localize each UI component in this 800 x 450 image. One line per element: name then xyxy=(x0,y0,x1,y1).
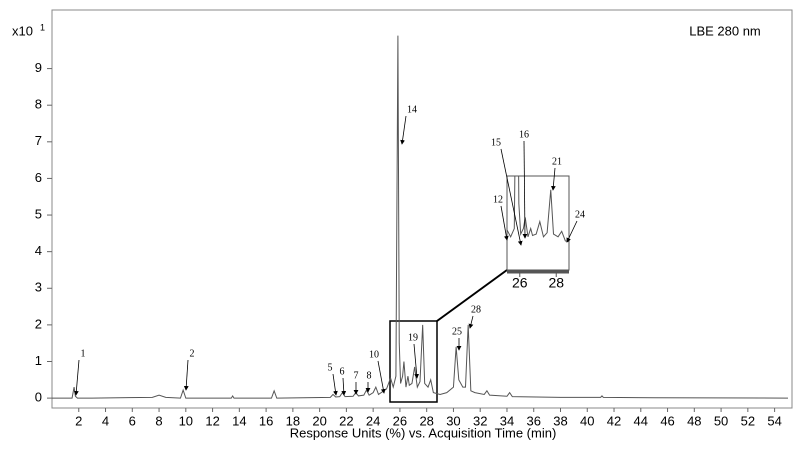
peak-label: 19 xyxy=(408,332,418,343)
x-tick-label: 6 xyxy=(129,413,136,428)
x-tick-label: 46 xyxy=(660,413,674,428)
inset-x-tick-label: 28 xyxy=(548,275,564,291)
y-tick-label: 2 xyxy=(35,316,42,331)
x-tick-label: 26 xyxy=(393,413,407,428)
x-tick-label: 44 xyxy=(634,413,648,428)
peak-arrow xyxy=(400,115,407,145)
peak-label: 15 xyxy=(491,137,501,148)
x-tick-label: 50 xyxy=(714,413,728,428)
trace xyxy=(52,35,788,399)
x-tick-label: 30 xyxy=(446,413,460,428)
x-tick-label: 52 xyxy=(741,413,755,428)
inset-x-tick-label: 26 xyxy=(512,275,528,291)
x-tick-label: 48 xyxy=(687,413,701,428)
peak-arrow xyxy=(183,359,189,391)
x-tick-label: 24 xyxy=(366,413,380,428)
y-multiplier-exponent: 1 xyxy=(40,22,45,32)
x-tick-label: 10 xyxy=(179,413,193,428)
peak-arrow xyxy=(341,377,347,396)
x-tick-label: 18 xyxy=(286,413,300,428)
peak-label: 24 xyxy=(575,209,585,220)
y-multiplier: x10 xyxy=(12,23,33,38)
x-tick-label: 54 xyxy=(767,413,781,428)
y-tick-label: 1 xyxy=(35,353,42,368)
y-tick-label: 9 xyxy=(35,60,42,75)
x-tick-label: 22 xyxy=(339,413,353,428)
inset-frame xyxy=(506,175,570,271)
peak-label: 14 xyxy=(407,104,417,115)
peak-label: 21 xyxy=(552,156,562,167)
peak-arrow xyxy=(522,140,528,239)
peak-label: 28 xyxy=(471,304,481,315)
y-tick-label: 8 xyxy=(35,97,42,112)
peak-arrow xyxy=(377,360,386,394)
chart-title: LBE 280 nm xyxy=(689,23,761,38)
x-tick-label: 42 xyxy=(607,413,621,428)
peak-label: 12 xyxy=(493,194,503,205)
x-tick-label: 38 xyxy=(553,413,567,428)
peak-label: 16 xyxy=(519,129,529,140)
x-tick-label: 32 xyxy=(473,413,487,428)
x-tick-label: 16 xyxy=(259,413,273,428)
zoom-connector xyxy=(436,269,508,322)
peak-arrow xyxy=(566,220,578,243)
peak-label: 25 xyxy=(452,326,462,337)
x-tick-label: 2 xyxy=(75,413,82,428)
peak-label: 2 xyxy=(190,348,195,359)
x-axis-label: Response Units (%) vs. Acquisition Time … xyxy=(290,425,557,440)
y-tick-label: 5 xyxy=(35,206,42,221)
peak-label: 7 xyxy=(354,370,359,381)
x-tick-label: 20 xyxy=(312,413,326,428)
peak-label: 6 xyxy=(340,366,345,377)
x-tick-label: 34 xyxy=(500,413,514,428)
x-tick-label: 28 xyxy=(419,413,433,428)
x-tick-label: 12 xyxy=(205,413,219,428)
inset-trace xyxy=(507,176,569,243)
peak-label: 1 xyxy=(81,348,86,359)
x-tick-label: 40 xyxy=(580,413,594,428)
peak-arrow xyxy=(550,167,556,191)
y-tick-label: 4 xyxy=(35,243,42,258)
x-tick-label: 8 xyxy=(155,413,162,428)
y-tick-label: 0 xyxy=(35,390,42,405)
peak-arrow xyxy=(468,315,474,329)
peak-arrow xyxy=(500,205,509,241)
y-tick-label: 3 xyxy=(35,280,42,295)
peak-label: 10 xyxy=(369,349,379,360)
y-tick-label: 7 xyxy=(35,133,42,148)
peak-arrow xyxy=(413,343,420,379)
x-tick-label: 14 xyxy=(232,413,246,428)
y-tick-label: 6 xyxy=(35,170,42,185)
peak-arrow xyxy=(500,148,523,246)
zoom-box xyxy=(389,320,438,403)
x-tick-label: 36 xyxy=(527,413,541,428)
peak-label: 5 xyxy=(328,362,333,373)
peak-label: 8 xyxy=(367,370,372,381)
peak-arrow xyxy=(332,373,338,396)
plot-frame xyxy=(51,9,793,409)
x-tick-label: 4 xyxy=(102,413,109,428)
peak-arrow xyxy=(73,359,80,396)
